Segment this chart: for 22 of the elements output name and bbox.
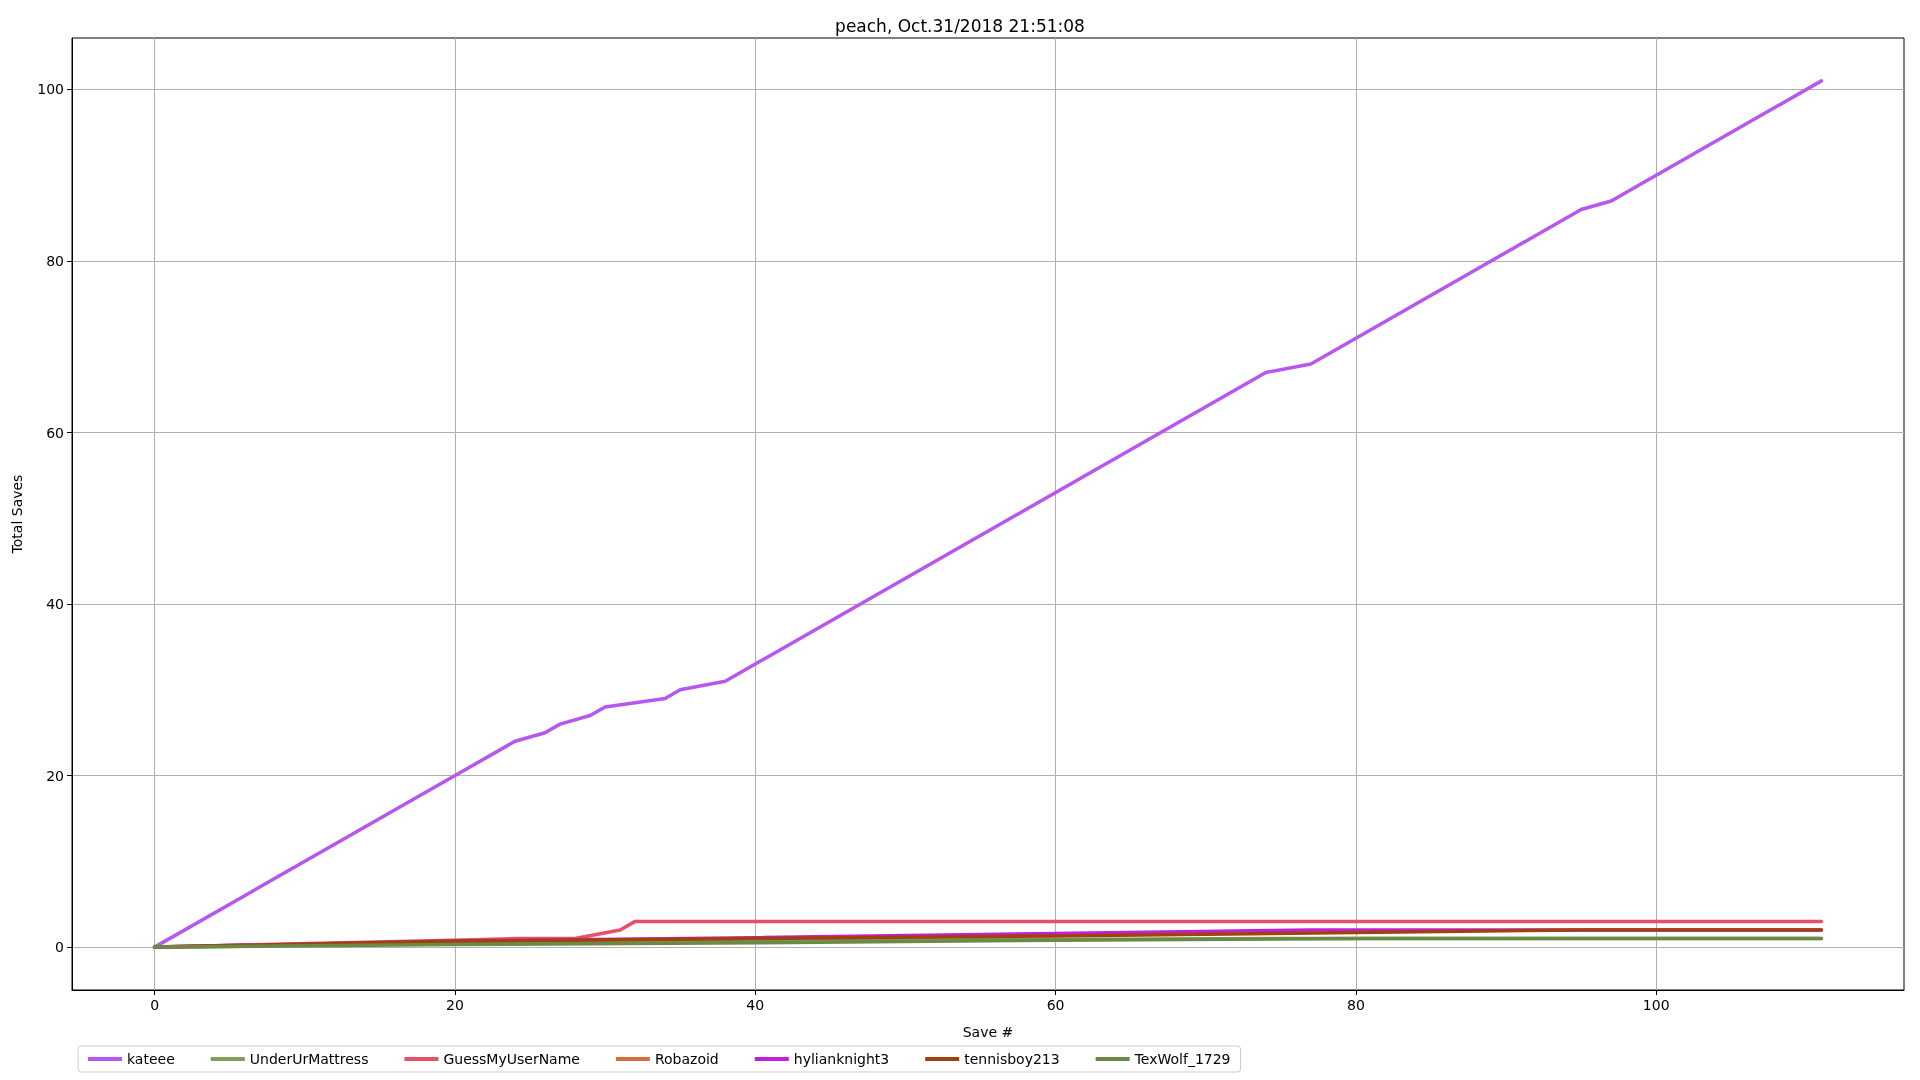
x-tick-label: 80: [1346, 997, 1365, 1013]
y-tick-label: 20: [46, 767, 64, 784]
chart-title: peach, Oct.31/2018 21:51:08: [835, 15, 1085, 36]
legend-label: kateee: [127, 1051, 175, 1067]
y-tick-label: 0: [55, 939, 64, 956]
y-tick-label: 80: [46, 252, 64, 269]
y-axis-title: Total Saves: [9, 474, 25, 555]
y-tick-label: 60: [46, 424, 64, 441]
legend-label: Robazoid: [654, 1051, 719, 1067]
y-tick-label: 100: [37, 81, 64, 98]
x-tick-label: 60: [1046, 997, 1065, 1013]
legend-label: tennisboy213: [964, 1051, 1060, 1067]
legend-label: hylianknight3: [793, 1051, 890, 1067]
y-tick-label: 40: [46, 596, 64, 613]
x-tick-label: 0: [150, 997, 160, 1013]
legend-label: GuessMyUserName: [443, 1051, 580, 1067]
legend-label: UnderUrMattress: [249, 1051, 369, 1067]
legend-label: TexWolf_1729: [1133, 1051, 1231, 1067]
x-axis-title: Save #: [962, 1024, 1014, 1040]
x-tick-label: 20: [446, 997, 464, 1013]
x-tick-label: 100: [1642, 997, 1670, 1013]
x-tick-label: 40: [746, 997, 765, 1013]
